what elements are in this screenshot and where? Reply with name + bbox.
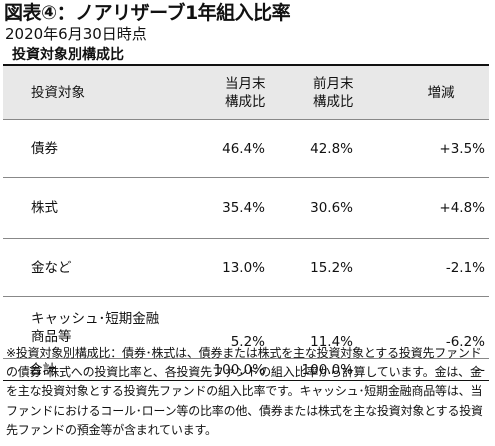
row-change: -2.1%: [393, 238, 489, 297]
row-name: 金など: [3, 238, 205, 297]
total-change: --: [393, 358, 489, 381]
row-current: 13.0%: [205, 238, 301, 297]
header-change: 増減: [393, 64, 489, 120]
figure-title: 図表④：ノアリザーブ1年組入比率: [4, 2, 291, 24]
table-row: 株式 35.4% 30.6% +4.8%: [3, 177, 489, 239]
row-name: 債券: [3, 119, 205, 178]
table-row: 金など 13.0% 15.2% -2.1%: [3, 238, 489, 297]
table-row: 債券 46.4% 42.8% +3.5%: [3, 119, 489, 178]
row-change: +3.5%: [393, 119, 489, 178]
row-current: 35.4%: [205, 177, 301, 239]
row-previous: 11.4%: [301, 296, 393, 359]
total-name: 合計: [3, 358, 205, 381]
allocation-table-container: 投資対象 当月末 構成比 前月末 構成比 増減 債券 46.4% 42.8% +…: [3, 64, 489, 381]
total-row: 合計 100.0% 100.0% --: [3, 358, 489, 381]
table-row: キャッシュ･短期金融 商品等 5.2% 11.4% -6.2%: [3, 296, 489, 359]
section-heading: 投資対象別構成比: [12, 47, 124, 63]
as-of-date: 2020年6月30日時点: [5, 25, 147, 43]
row-current: 5.2%: [205, 296, 301, 359]
total-previous: 100.0%: [301, 358, 393, 381]
row-current: 46.4%: [205, 119, 301, 178]
row-previous: 42.8%: [301, 119, 393, 178]
header-asset-class: 投資対象: [3, 64, 205, 120]
row-previous: 30.6%: [301, 177, 393, 239]
row-name: キャッシュ･短期金融 商品等: [3, 296, 205, 359]
row-name: 株式: [3, 177, 205, 239]
table-header-row: 投資対象 当月末 構成比 前月末 構成比 増減: [3, 64, 489, 120]
header-current-month: 当月末 構成比: [205, 64, 301, 120]
row-change: -6.2%: [393, 296, 489, 359]
footnote: ※投資対象別構成比：債券･株式は、債券または株式を主な投資対象とする投資先ファン…: [6, 346, 483, 437]
allocation-table: 投資対象 当月末 構成比 前月末 構成比 増減 債券 46.4% 42.8% +…: [3, 64, 489, 381]
row-previous: 15.2%: [301, 238, 393, 297]
row-change: +4.8%: [393, 177, 489, 239]
total-current: 100.0%: [205, 358, 301, 381]
header-previous-month: 前月末 構成比: [301, 64, 393, 120]
